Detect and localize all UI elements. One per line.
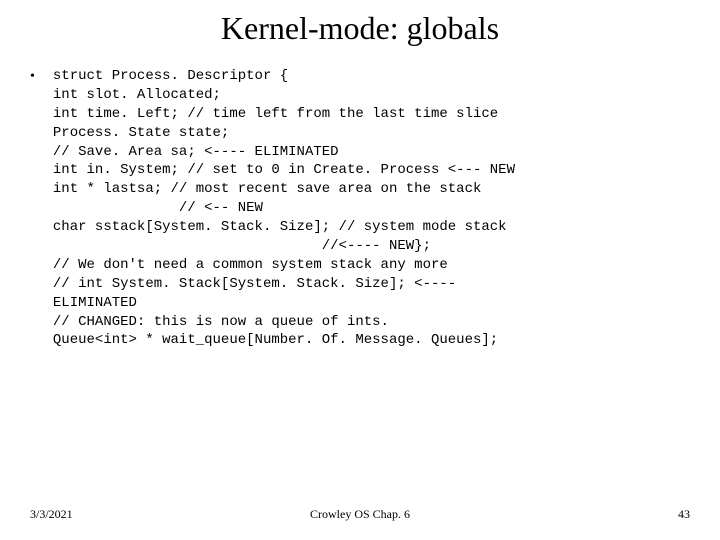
footer-date: 3/3/2021	[30, 507, 73, 522]
slide-container: Kernel-mode: globals • struct Process. D…	[0, 0, 720, 540]
slide-footer: 3/3/2021 Crowley OS Chap. 6 43	[30, 507, 690, 522]
footer-page: 43	[678, 507, 690, 522]
content-row: • struct Process. Descriptor { int slot.…	[30, 67, 690, 350]
code-block: struct Process. Descriptor { int slot. A…	[53, 67, 515, 350]
slide-title: Kernel-mode: globals	[30, 10, 690, 47]
footer-center: Crowley OS Chap. 6	[310, 507, 410, 522]
bullet-marker: •	[30, 69, 35, 85]
